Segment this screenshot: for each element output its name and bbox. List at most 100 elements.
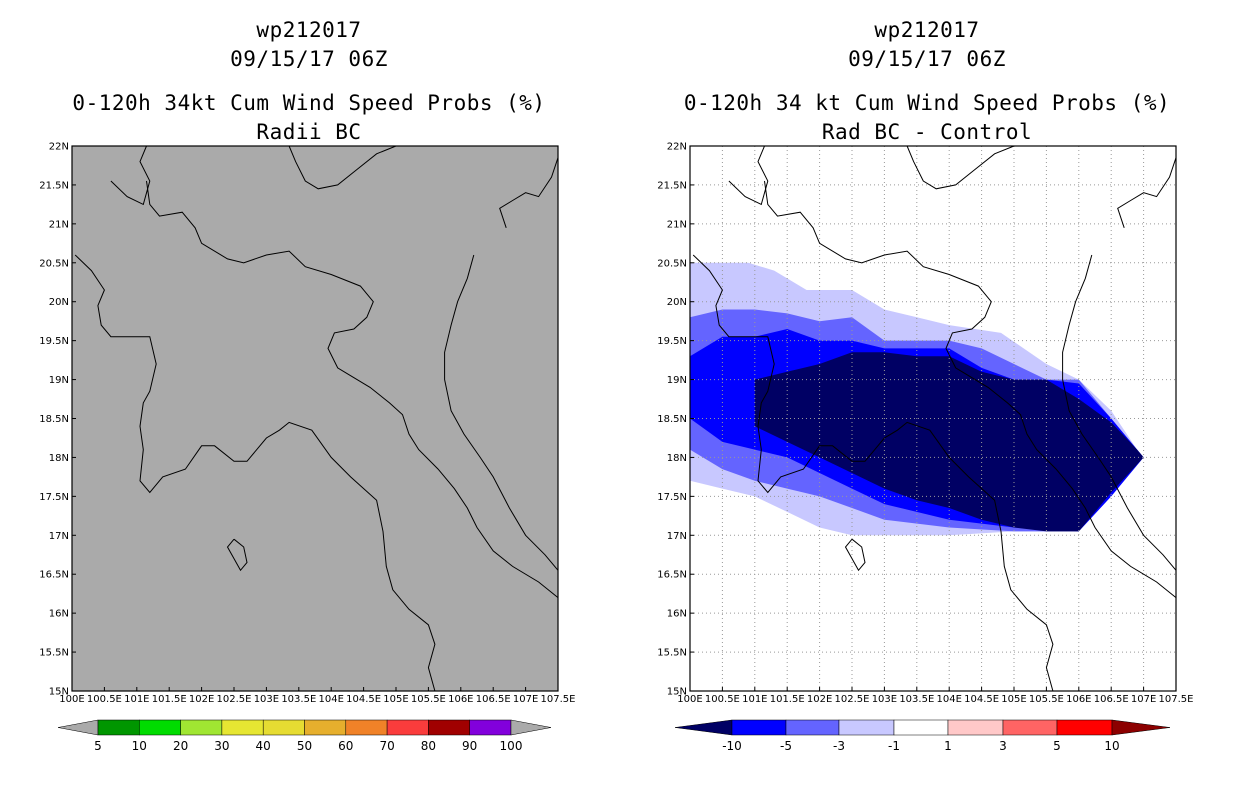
- y-tick-label: 17N: [667, 531, 687, 542]
- y-tick-label: 16.5N: [657, 570, 687, 581]
- right-title-storm: wp212017: [874, 18, 980, 42]
- x-tick-label: 102E: [189, 694, 214, 705]
- colorbar-swatch: [386, 719, 429, 736]
- x-tick-label: 103.5E: [899, 694, 934, 705]
- left-colorbar: 5 10 20 30 40 50 60 70 80 90 100: [57, 719, 552, 753]
- border-line: [444, 254, 559, 571]
- x-tick-label: 101E: [124, 694, 149, 705]
- x-tick-label: 101.5E: [152, 694, 187, 705]
- y-tick-label: 17.5N: [39, 492, 69, 503]
- colorbar-label: 100: [500, 739, 523, 753]
- right-title-subtitle: Rad BC - Control: [821, 120, 1033, 144]
- colorbar-swatch: [1056, 719, 1113, 736]
- colorbar-label: -3: [833, 739, 845, 753]
- y-tick-label: 17N: [49, 531, 69, 542]
- x-tick-label: 102.5E: [217, 694, 252, 705]
- colorbar-swatch: [947, 719, 1004, 736]
- border-line: [1062, 254, 1177, 571]
- colorbar-label: -10: [722, 739, 742, 753]
- x-tick-label: 102E: [807, 694, 832, 705]
- left-title-subtitle: Radii BC: [256, 120, 362, 144]
- border-line: [906, 145, 1015, 190]
- y-tick-label: 16N: [667, 609, 687, 620]
- colorbar-label: -1: [888, 739, 900, 753]
- x-tick-label: 100.5E: [705, 694, 740, 705]
- border-line: [1117, 157, 1177, 228]
- y-tick-label: 17.5N: [657, 492, 687, 503]
- x-tick-label: 106.5E: [1094, 694, 1129, 705]
- colorbar-swatch: [345, 719, 388, 736]
- colorbar-label: 5: [94, 739, 102, 753]
- colorbar-label: 3: [999, 739, 1007, 753]
- border-line: [110, 145, 151, 206]
- y-tick-label: 20.5N: [39, 258, 69, 269]
- y-tick-label: 21N: [667, 219, 687, 230]
- y-tick-label: 21N: [49, 219, 69, 230]
- colorbar-label: 5: [1053, 739, 1061, 753]
- x-tick-label: 102.5E: [835, 694, 870, 705]
- country-borders: [74, 145, 559, 692]
- colorbar-swatch: [221, 719, 264, 736]
- colorbar-end-left: [674, 719, 733, 736]
- x-tick-label: 106.5E: [476, 694, 511, 705]
- x-tick-label: 107E: [1131, 694, 1156, 705]
- colorbar-swatch: [180, 719, 223, 736]
- border-line: [146, 180, 559, 598]
- colorbar-label: -5: [780, 739, 792, 753]
- colorbar-swatch: [97, 719, 140, 736]
- x-tick-label: 105.5E: [1029, 694, 1064, 705]
- y-tick-label: 18N: [667, 453, 687, 464]
- colorbar-label: 1: [944, 739, 952, 753]
- colorbar-swatch: [262, 719, 305, 736]
- y-tick-label: 19N: [667, 375, 687, 386]
- border-line: [288, 145, 397, 190]
- colorbar-swatch: [304, 719, 347, 736]
- left-map-chart: 100E 100.5E 101E 101.5E 102E 102.5E 103E 103.5E…: [39, 142, 575, 754]
- y-tick-label: 18.5N: [39, 414, 69, 425]
- y-tick-label: 18N: [49, 453, 69, 464]
- x-tick-label: 105.5E: [411, 694, 446, 705]
- x-tick-label: 104E: [936, 694, 961, 705]
- colorbar-label: 50: [297, 739, 312, 753]
- y-tick-label: 19N: [49, 375, 69, 386]
- y-tick-label: 21.5N: [657, 180, 687, 191]
- colorbar-swatch: [428, 719, 470, 736]
- x-tick-label: 100E: [677, 694, 702, 705]
- x-tick-label: 106E: [448, 694, 473, 705]
- plot-area: [72, 146, 558, 691]
- right-map-chart: 100E 100.5E 101E 101.5E 102E 102.5E 103E 103.5E…: [657, 142, 1193, 754]
- border-line: [764, 180, 1177, 598]
- x-tick-label: 105E: [383, 694, 408, 705]
- border-line: [844, 538, 866, 572]
- colorbar-end-right: [510, 719, 552, 736]
- colorbar-label: 70: [379, 739, 394, 753]
- x-tick-label: 104.5E: [346, 694, 381, 705]
- left-title-date: 09/15/17 06Z: [230, 47, 388, 71]
- x-tick-label: 100E: [59, 694, 84, 705]
- y-tick-label: 20N: [49, 297, 69, 308]
- colorbar-swatch: [731, 719, 787, 736]
- border-line: [226, 538, 248, 572]
- colorbar-swatch: [785, 719, 840, 736]
- colorbar-swatch: [469, 719, 512, 736]
- colorbar-swatch: [139, 719, 181, 736]
- y-tick-label: 20.5N: [657, 258, 687, 269]
- colorbar-label: 10: [1104, 739, 1119, 753]
- colorbar-label: 80: [421, 739, 436, 753]
- y-tick-label: 19.5N: [657, 336, 687, 347]
- x-tick-label: 104E: [318, 694, 343, 705]
- y-tick-label: 18.5N: [657, 414, 687, 425]
- colorbar-swatch: [893, 719, 949, 736]
- colorbar-label: 30: [214, 739, 229, 753]
- x-tick-label: 106E: [1066, 694, 1091, 705]
- right-colorbar: -10 -5 -3 -1 1 3 5 10: [674, 719, 1171, 753]
- left-panel: wp212017 09/15/17 06Z 0-120h 34kt Cum Wi…: [39, 18, 575, 754]
- y-tick-label: 21.5N: [39, 180, 69, 191]
- right-panel: wp212017 09/15/17 06Z 0-120h 34 kt Cum W…: [618, 0, 1236, 800]
- x-tick-label: 104.5E: [964, 694, 999, 705]
- y-tick-label: 16N: [49, 609, 69, 620]
- x-tick-label: 103.5E: [281, 694, 316, 705]
- y-tick-label: 16.5N: [39, 570, 69, 581]
- colorbar-end-left: [57, 719, 99, 736]
- y-tick-label: 15.5N: [657, 648, 687, 659]
